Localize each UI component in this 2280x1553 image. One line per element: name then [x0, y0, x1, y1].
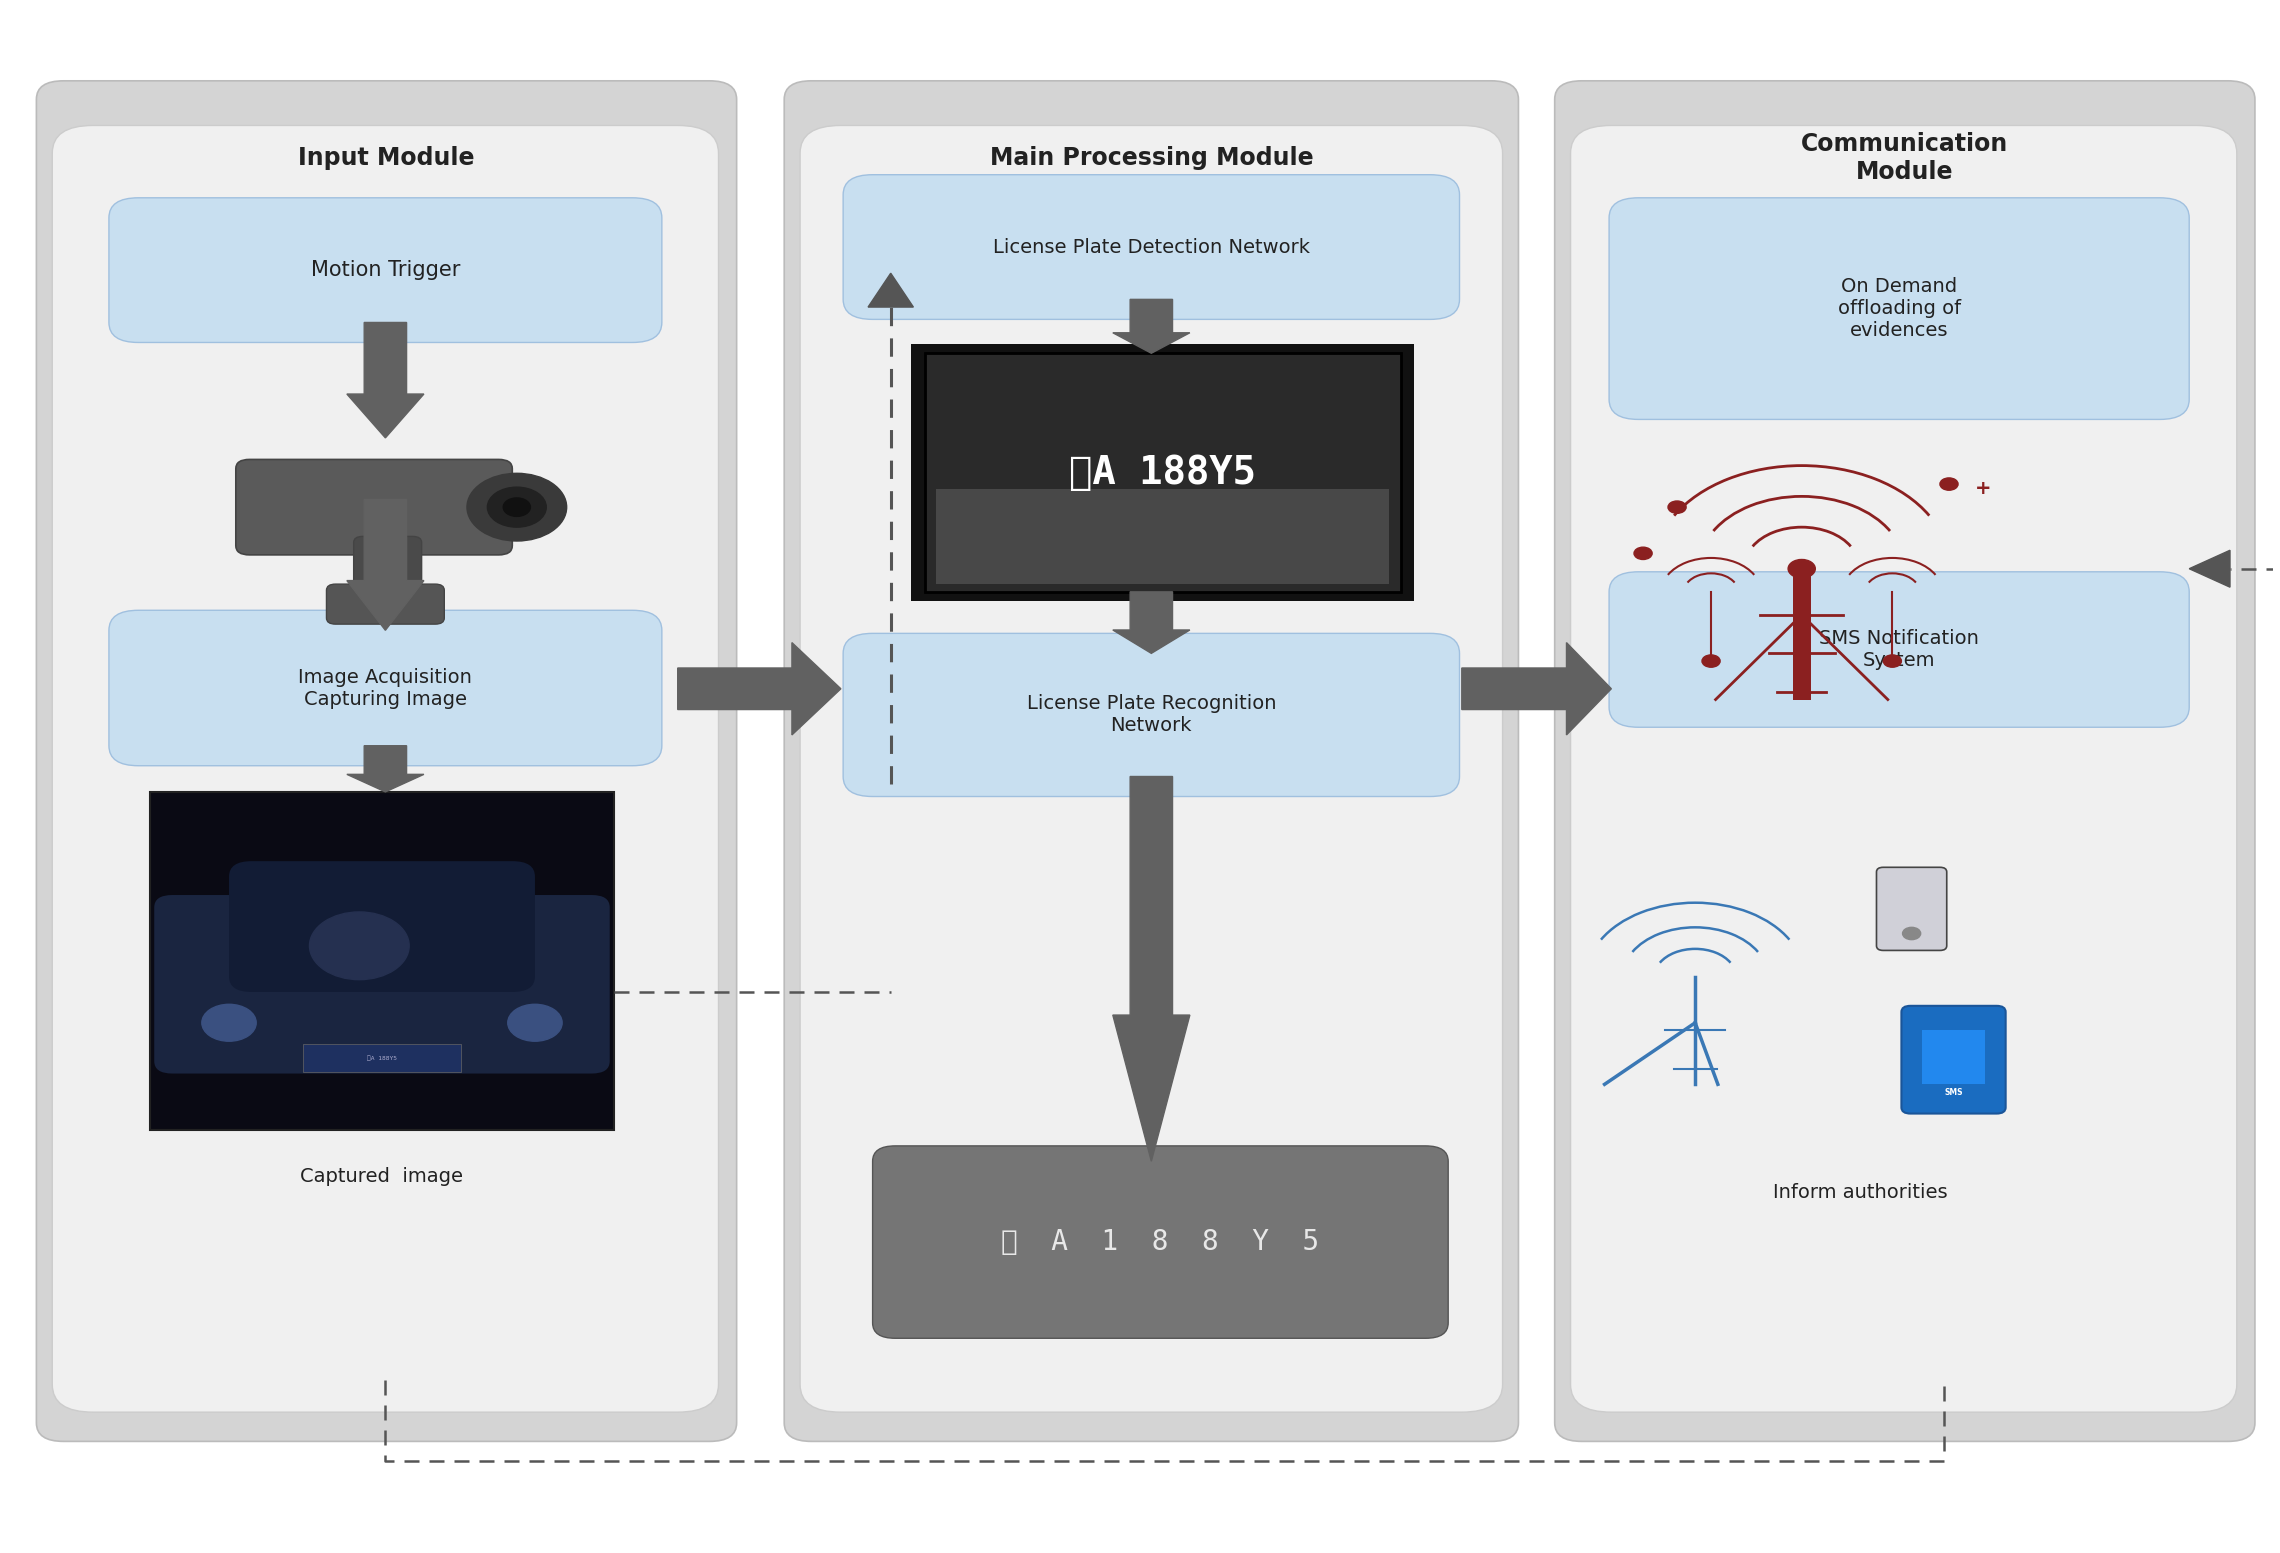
Text: SMS Notification
System: SMS Notification System — [1819, 629, 1979, 669]
FancyBboxPatch shape — [1610, 572, 2189, 727]
Circle shape — [1669, 502, 1687, 514]
Text: License Plate Detection Network: License Plate Detection Network — [992, 238, 1309, 256]
FancyBboxPatch shape — [1792, 568, 1810, 699]
Polygon shape — [869, 273, 914, 307]
Circle shape — [310, 912, 408, 980]
Text: Inform authorities: Inform authorities — [1774, 1182, 1947, 1202]
FancyBboxPatch shape — [109, 610, 661, 766]
Circle shape — [1902, 927, 1920, 940]
FancyBboxPatch shape — [303, 1044, 461, 1072]
FancyBboxPatch shape — [235, 460, 513, 554]
Text: 皖  A  1  8  8  Y  5: 皖 A 1 8 8 Y 5 — [1001, 1228, 1320, 1256]
Circle shape — [203, 1005, 255, 1041]
Polygon shape — [1461, 643, 1612, 735]
FancyBboxPatch shape — [784, 81, 1518, 1441]
Text: SMS: SMS — [1945, 1087, 1963, 1096]
Circle shape — [1788, 559, 1815, 578]
FancyBboxPatch shape — [1876, 867, 1947, 950]
Text: Motion Trigger: Motion Trigger — [310, 261, 461, 280]
FancyBboxPatch shape — [926, 353, 1400, 592]
FancyBboxPatch shape — [1571, 126, 2237, 1412]
Polygon shape — [2189, 550, 2230, 587]
Polygon shape — [1113, 776, 1190, 1162]
FancyBboxPatch shape — [228, 862, 536, 992]
Circle shape — [1701, 655, 1719, 668]
Text: Image Acquisition
Capturing Image: Image Acquisition Capturing Image — [299, 668, 472, 708]
Circle shape — [508, 1005, 563, 1041]
Text: License Plate Recognition
Network: License Plate Recognition Network — [1026, 694, 1277, 736]
Text: Main Processing Module: Main Processing Module — [990, 146, 1313, 169]
Polygon shape — [347, 500, 424, 631]
FancyBboxPatch shape — [1902, 1006, 2006, 1114]
FancyBboxPatch shape — [912, 345, 1414, 601]
Circle shape — [1883, 655, 1902, 668]
FancyBboxPatch shape — [800, 126, 1503, 1412]
FancyBboxPatch shape — [36, 81, 736, 1441]
FancyBboxPatch shape — [155, 895, 609, 1073]
Text: Communication
Module: Communication Module — [1801, 132, 2009, 183]
FancyBboxPatch shape — [937, 489, 1389, 584]
FancyBboxPatch shape — [1610, 197, 2189, 419]
Circle shape — [1940, 478, 1959, 491]
FancyBboxPatch shape — [1555, 81, 2255, 1441]
Text: Input Module: Input Module — [299, 146, 474, 169]
FancyBboxPatch shape — [1922, 1031, 1986, 1084]
Polygon shape — [1113, 592, 1190, 654]
Circle shape — [467, 474, 568, 540]
Text: 皖A 188Y5: 皖A 188Y5 — [367, 1056, 397, 1061]
FancyBboxPatch shape — [844, 174, 1459, 320]
Circle shape — [504, 499, 531, 517]
FancyBboxPatch shape — [873, 1146, 1448, 1339]
FancyBboxPatch shape — [326, 584, 445, 624]
Polygon shape — [347, 745, 424, 792]
FancyBboxPatch shape — [353, 536, 422, 603]
Text: Captured  image: Captured image — [301, 1168, 463, 1186]
Text: +: + — [1974, 480, 1990, 499]
Text: On Demand
offloading of
evidences: On Demand offloading of evidences — [1838, 276, 1961, 340]
Circle shape — [1635, 547, 1653, 559]
FancyBboxPatch shape — [844, 634, 1459, 797]
Text: 皖A 188Y5: 皖A 188Y5 — [1069, 453, 1256, 492]
Polygon shape — [347, 323, 424, 438]
Polygon shape — [1113, 300, 1190, 353]
FancyBboxPatch shape — [52, 126, 718, 1412]
Circle shape — [488, 488, 547, 526]
FancyBboxPatch shape — [150, 792, 613, 1131]
Polygon shape — [677, 643, 841, 735]
FancyBboxPatch shape — [109, 197, 661, 343]
